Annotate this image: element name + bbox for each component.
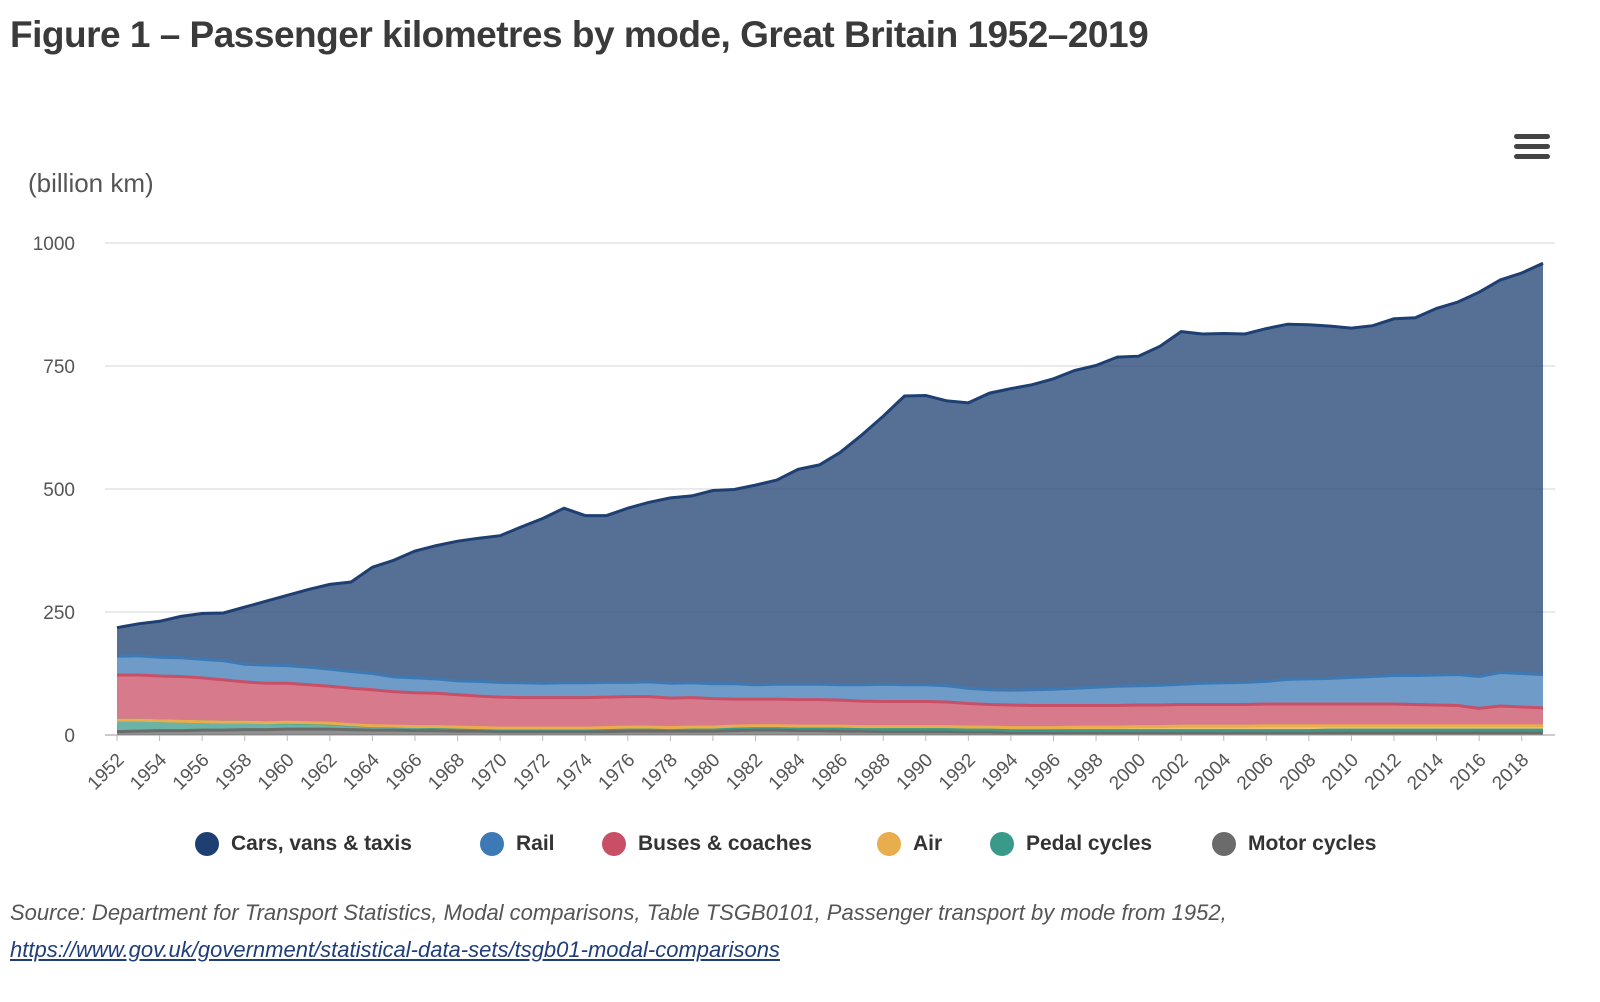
area-buses-coaches[interactable] xyxy=(117,675,1543,729)
source-note: Source: Department for Transport Statist… xyxy=(10,894,1590,968)
menu-bar-middle xyxy=(1514,144,1550,149)
legend-swatch-buses-coaches xyxy=(602,832,626,856)
legend-swatch-pedal-cycles xyxy=(990,832,1014,856)
area-series xyxy=(117,263,1543,735)
x-tick-label-1966: 1966 xyxy=(382,750,427,795)
line-rail xyxy=(116,654,1544,692)
line-cars-vans-taxis xyxy=(116,261,1544,630)
x-tick-label-1988: 1988 xyxy=(850,750,895,795)
x-tick-label-1956: 1956 xyxy=(169,750,214,795)
x-tick-label-1954: 1954 xyxy=(126,749,171,794)
legend-item-motor-cycles[interactable]: Motor cycles xyxy=(1212,832,1376,856)
x-tick-label-1996: 1996 xyxy=(1020,750,1065,795)
y-axis-unit-label: (billion km) xyxy=(28,168,154,198)
y-tick-label-500: 500 xyxy=(43,480,75,501)
x-tick-label-1998: 1998 xyxy=(1063,750,1108,795)
x-tick-label-1994: 1994 xyxy=(978,749,1023,794)
line-motor-cycles xyxy=(116,727,1543,734)
chart-title: Figure 1 – Passenger kilometres by mode,… xyxy=(10,14,1149,55)
x-tick-label-1960: 1960 xyxy=(254,750,299,795)
x-tick-label-1980: 1980 xyxy=(680,750,725,795)
legend-swatch-rail xyxy=(480,832,504,856)
x-tick-label-2006: 2006 xyxy=(1233,750,1278,795)
x-tick-label-2008: 2008 xyxy=(1276,750,1321,795)
menu-bar-top xyxy=(1514,134,1550,139)
chart-legend: Cars, vans & taxis Rail Buses & coaches Air… xyxy=(0,832,1600,872)
y-tick-label-250: 250 xyxy=(43,603,75,624)
y-tick-label-750: 750 xyxy=(43,357,75,378)
area-cars-vans-taxis[interactable] xyxy=(117,263,1543,691)
x-tick-label-2018: 2018 xyxy=(1489,750,1534,795)
x-tick-label-1964: 1964 xyxy=(339,749,384,794)
x-tick-label-1984: 1984 xyxy=(765,749,810,794)
legend-label-cars-vans-taxis: Cars, vans & taxis xyxy=(231,832,412,855)
line-buses-coaches xyxy=(117,673,1544,710)
legend-item-pedal-cycles[interactable]: Pedal cycles xyxy=(990,832,1152,856)
x-tick-label-1968: 1968 xyxy=(424,750,469,795)
x-tick-label-1990: 1990 xyxy=(893,750,938,795)
x-tick-label-1974: 1974 xyxy=(552,749,597,794)
x-tick-label-1958: 1958 xyxy=(211,750,256,795)
x-tick-label-1992: 1992 xyxy=(935,750,980,795)
legend-label-buses-coaches: Buses & coaches xyxy=(638,832,812,855)
legend-swatch-cars-vans-taxis xyxy=(195,832,219,856)
y-tick-label-0: 0 xyxy=(64,726,75,747)
x-tick-label-1952: 1952 xyxy=(84,750,129,795)
x-tick-label-2016: 2016 xyxy=(1446,750,1491,795)
x-tick-label-1986: 1986 xyxy=(807,750,852,795)
legend-item-air[interactable]: Air xyxy=(877,832,942,856)
legend-label-rail: Rail xyxy=(516,832,555,855)
x-tick-label-1982: 1982 xyxy=(722,750,767,795)
x-tick-label-1962: 1962 xyxy=(297,750,342,795)
legend-label-air: Air xyxy=(913,832,943,855)
legend-item-cars-vans-taxis[interactable]: Cars, vans & taxis xyxy=(195,832,412,856)
x-axis-ticks: 1952195419561958196019621964196619681970… xyxy=(84,735,1533,794)
x-tick-label-2014: 2014 xyxy=(1403,749,1448,794)
x-tick-label-2004: 2004 xyxy=(1191,749,1236,794)
hamburger-menu-icon[interactable] xyxy=(1514,134,1550,162)
x-tick-label-1976: 1976 xyxy=(595,750,640,795)
x-tick-label-2002: 2002 xyxy=(1148,750,1193,795)
source-link[interactable]: https://www.gov.uk/government/statistica… xyxy=(10,937,780,962)
series-lines xyxy=(116,261,1544,734)
legend-label-pedal-cycles: Pedal cycles xyxy=(1026,832,1153,855)
x-tick-label-1978: 1978 xyxy=(637,750,682,795)
legend-item-rail[interactable]: Rail xyxy=(480,832,555,856)
x-tick-label-2010: 2010 xyxy=(1318,750,1363,795)
y-axis-ticks: 0 250 500 750 1000 xyxy=(33,234,75,747)
legend-swatch-air xyxy=(877,832,901,856)
menu-bar-bottom xyxy=(1514,154,1550,159)
source-text: Source: Department for Transport Statist… xyxy=(10,900,1227,925)
legend-label-motor-cycles: Motor cycles xyxy=(1248,832,1377,855)
x-tick-label-1972: 1972 xyxy=(509,750,554,795)
legend-item-buses-coaches[interactable]: Buses & coaches xyxy=(602,832,812,856)
y-tick-label-1000: 1000 xyxy=(33,234,75,255)
legend-swatch-motor-cycles xyxy=(1212,832,1236,856)
x-tick-label-1970: 1970 xyxy=(467,750,512,795)
line-air xyxy=(117,718,1543,730)
x-tick-label-2012: 2012 xyxy=(1361,750,1406,795)
x-tick-label-2000: 2000 xyxy=(1105,750,1150,795)
